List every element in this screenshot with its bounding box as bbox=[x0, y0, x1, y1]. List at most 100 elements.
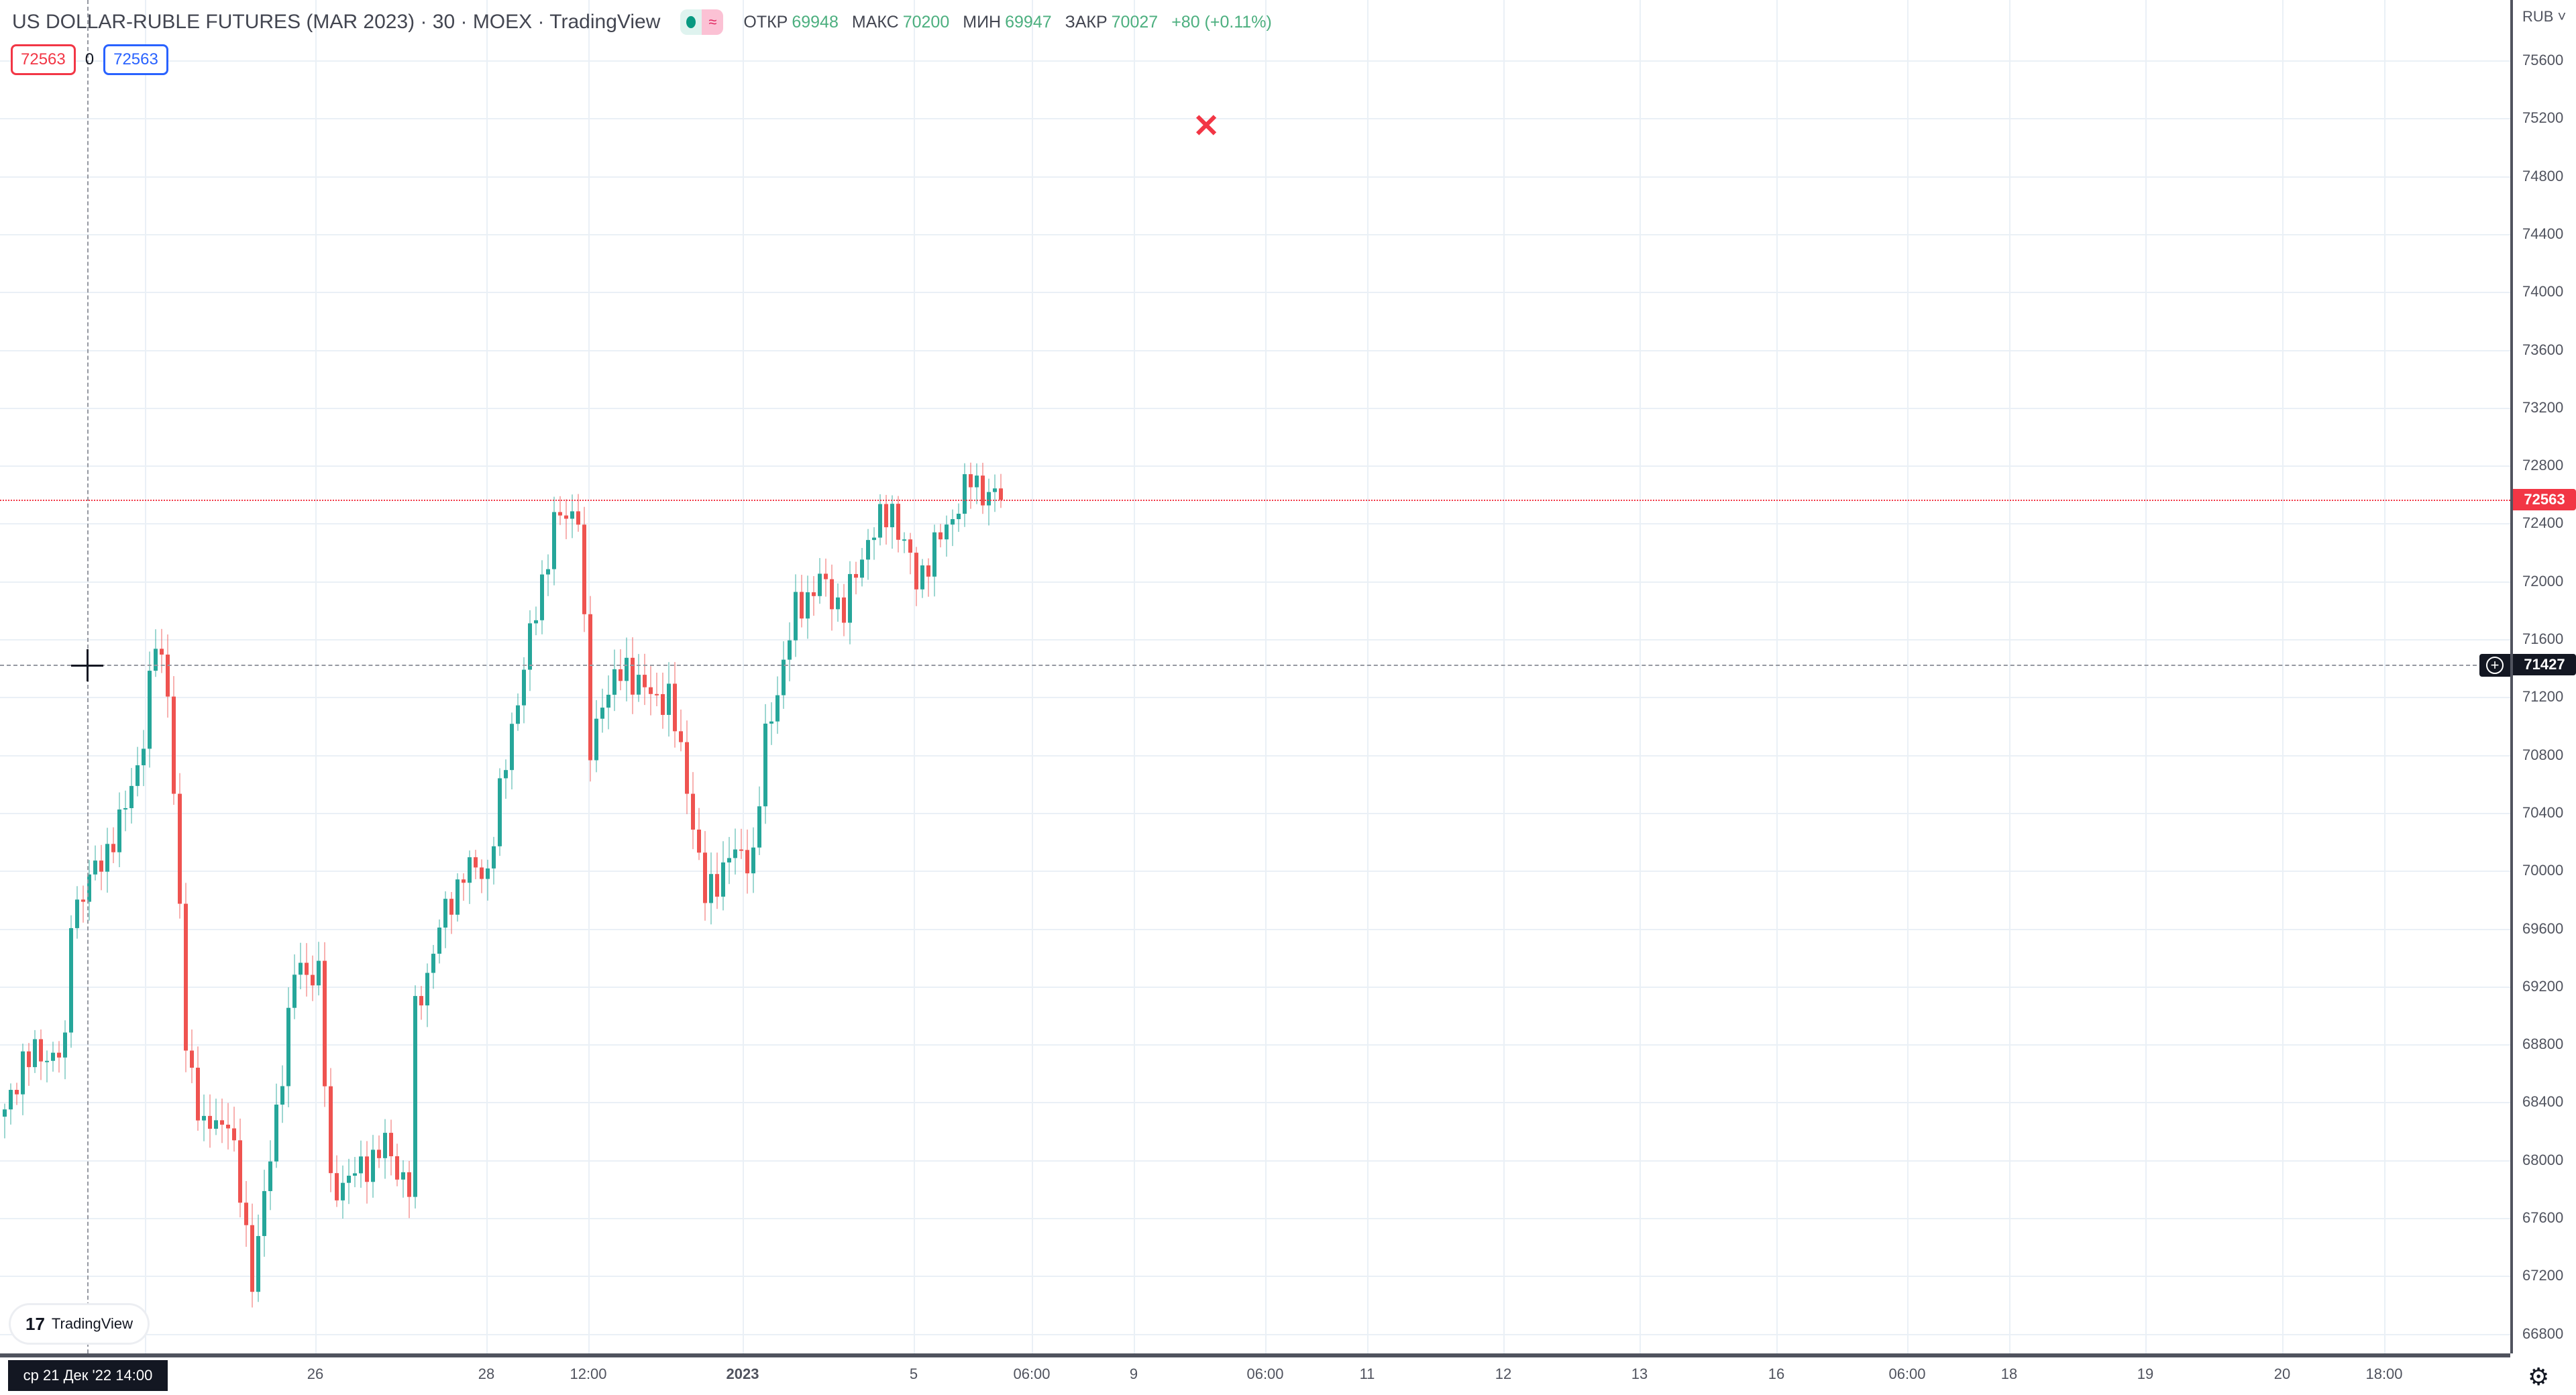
buy-button[interactable]: 72563 bbox=[103, 44, 168, 75]
candle-body bbox=[214, 1120, 218, 1129]
trade-buttons: 72563 0 72563 bbox=[11, 44, 168, 75]
candle-body bbox=[117, 809, 121, 852]
grid-line-vertical bbox=[1776, 0, 1778, 1353]
time-label: 9 bbox=[1129, 1365, 1138, 1382]
candle-body bbox=[93, 860, 97, 875]
price-label: 72400 bbox=[2522, 514, 2564, 532]
candle-body bbox=[401, 1172, 405, 1180]
currency-selector[interactable]: RUB ˅ bbox=[2522, 8, 2567, 25]
time-label: 13 bbox=[1631, 1365, 1648, 1382]
grid-line-horizontal bbox=[0, 118, 2510, 120]
price-label: 70800 bbox=[2522, 746, 2564, 763]
candle-body bbox=[208, 1115, 212, 1129]
candle-body bbox=[160, 649, 164, 655]
crosshair-cursor-icon bbox=[71, 649, 103, 681]
candle-body bbox=[818, 573, 822, 596]
sell-button[interactable]: 72563 bbox=[11, 44, 76, 75]
grid-line-vertical bbox=[1640, 0, 1641, 1353]
candle-body bbox=[425, 972, 429, 1006]
candle-body bbox=[15, 1090, 19, 1095]
candle-body bbox=[619, 669, 623, 681]
price-label: 71600 bbox=[2522, 630, 2564, 647]
candle-body bbox=[341, 1182, 345, 1201]
price-label: 70000 bbox=[2522, 862, 2564, 879]
price-label: 72000 bbox=[2522, 572, 2564, 590]
market-status[interactable]: ≈ bbox=[680, 9, 724, 35]
spread-value: 0 bbox=[85, 50, 95, 68]
candle-body bbox=[981, 476, 985, 506]
ohlc-values: ОТКР 69948 МАКС 70200 МИН 69947 ЗАКР 70027 +… bbox=[743, 13, 1281, 32]
candle-body bbox=[721, 862, 725, 897]
candle-body bbox=[552, 512, 556, 569]
candle-body bbox=[317, 960, 321, 986]
change-value: +80 (+0.11%) bbox=[1171, 12, 1272, 32]
candle-body bbox=[564, 515, 568, 519]
last-price-tag: 72563 bbox=[2513, 489, 2576, 510]
candle-body bbox=[437, 928, 441, 954]
candle-body bbox=[963, 474, 967, 514]
candle-body bbox=[196, 1067, 200, 1121]
tradingview-logo[interactable]: 17 TradingView bbox=[11, 1305, 148, 1343]
candle-body bbox=[745, 850, 749, 874]
time-label: 06:00 bbox=[1246, 1365, 1284, 1382]
candle-body bbox=[311, 974, 315, 986]
candle-body bbox=[878, 504, 882, 538]
candle-body bbox=[492, 846, 496, 869]
grid-line-vertical bbox=[1503, 0, 1505, 1353]
candle-body bbox=[220, 1120, 224, 1125]
candle-body bbox=[860, 559, 864, 578]
market-open-dot-icon bbox=[680, 9, 702, 35]
candle-body bbox=[45, 1060, 49, 1062]
close-marker-icon[interactable]: ✕ bbox=[1193, 109, 1220, 144]
time-label: 28 bbox=[478, 1365, 495, 1382]
candle-body bbox=[782, 659, 786, 695]
candle-body bbox=[757, 806, 761, 848]
symbol-title[interactable]: US DOLLAR-RUBLE FUTURES (MAR 2023) · 30 … bbox=[12, 11, 661, 33]
candle-body bbox=[600, 708, 604, 719]
candle-body bbox=[75, 899, 79, 928]
candle-body bbox=[806, 592, 810, 619]
candle-body bbox=[377, 1150, 381, 1158]
time-label: 18:00 bbox=[2365, 1365, 2403, 1382]
candle-body bbox=[914, 553, 918, 590]
add-alert-button[interactable]: + bbox=[2479, 654, 2510, 677]
candle-body bbox=[661, 693, 665, 715]
chart-pane[interactable]: + ✕ US DOLLAR-RUBLE FUTURES (MAR 2023) ·… bbox=[0, 0, 2510, 1353]
wave-icon: ≈ bbox=[702, 9, 724, 35]
time-label: 18 bbox=[2000, 1365, 2018, 1382]
grid-line-horizontal bbox=[0, 928, 2510, 930]
high-label: МАКС bbox=[851, 12, 899, 32]
candle-body bbox=[655, 693, 659, 695]
candle-body bbox=[999, 488, 1003, 500]
candle-body bbox=[498, 778, 502, 846]
price-label: 69600 bbox=[2522, 919, 2564, 937]
grid-line-horizontal bbox=[0, 523, 2510, 525]
candle-body bbox=[896, 504, 900, 540]
candle-body bbox=[431, 954, 435, 973]
price-axis[interactable]: RUB ˅ 75600 75200 74800 74400 74000 73600 7320… bbox=[2510, 0, 2576, 1353]
time-label: 12 bbox=[1495, 1365, 1512, 1382]
grid-line-horizontal bbox=[0, 233, 2510, 235]
close-label: ЗАКР bbox=[1065, 12, 1108, 32]
candle-body bbox=[395, 1156, 399, 1180]
candle-body bbox=[751, 847, 755, 874]
candle-body bbox=[480, 867, 484, 879]
candle-body bbox=[63, 1032, 67, 1058]
candle-body bbox=[419, 996, 423, 1006]
candle-body bbox=[637, 675, 641, 695]
candle-body bbox=[945, 524, 949, 540]
time-label: 16 bbox=[1768, 1365, 1785, 1382]
price-label: 73600 bbox=[2522, 341, 2564, 358]
candle-body bbox=[262, 1190, 266, 1236]
crosshair-price-tag: 71427 bbox=[2513, 654, 2576, 675]
grid-line-horizontal bbox=[0, 407, 2510, 409]
price-label: 74000 bbox=[2522, 283, 2564, 300]
candle-body bbox=[172, 696, 176, 794]
grid-line-horizontal bbox=[0, 349, 2510, 351]
candle-body bbox=[932, 532, 936, 577]
candle-body bbox=[902, 539, 906, 541]
candle-body bbox=[794, 592, 798, 640]
grid-line-vertical bbox=[2384, 0, 2385, 1353]
time-axis[interactable]: 26 28 12:00 2023 5 06:00 9 06:00 11 12 13 16 06:00 18… bbox=[0, 1353, 2549, 1395]
settings-gear-icon[interactable]: ⚙ bbox=[2528, 1363, 2550, 1390]
